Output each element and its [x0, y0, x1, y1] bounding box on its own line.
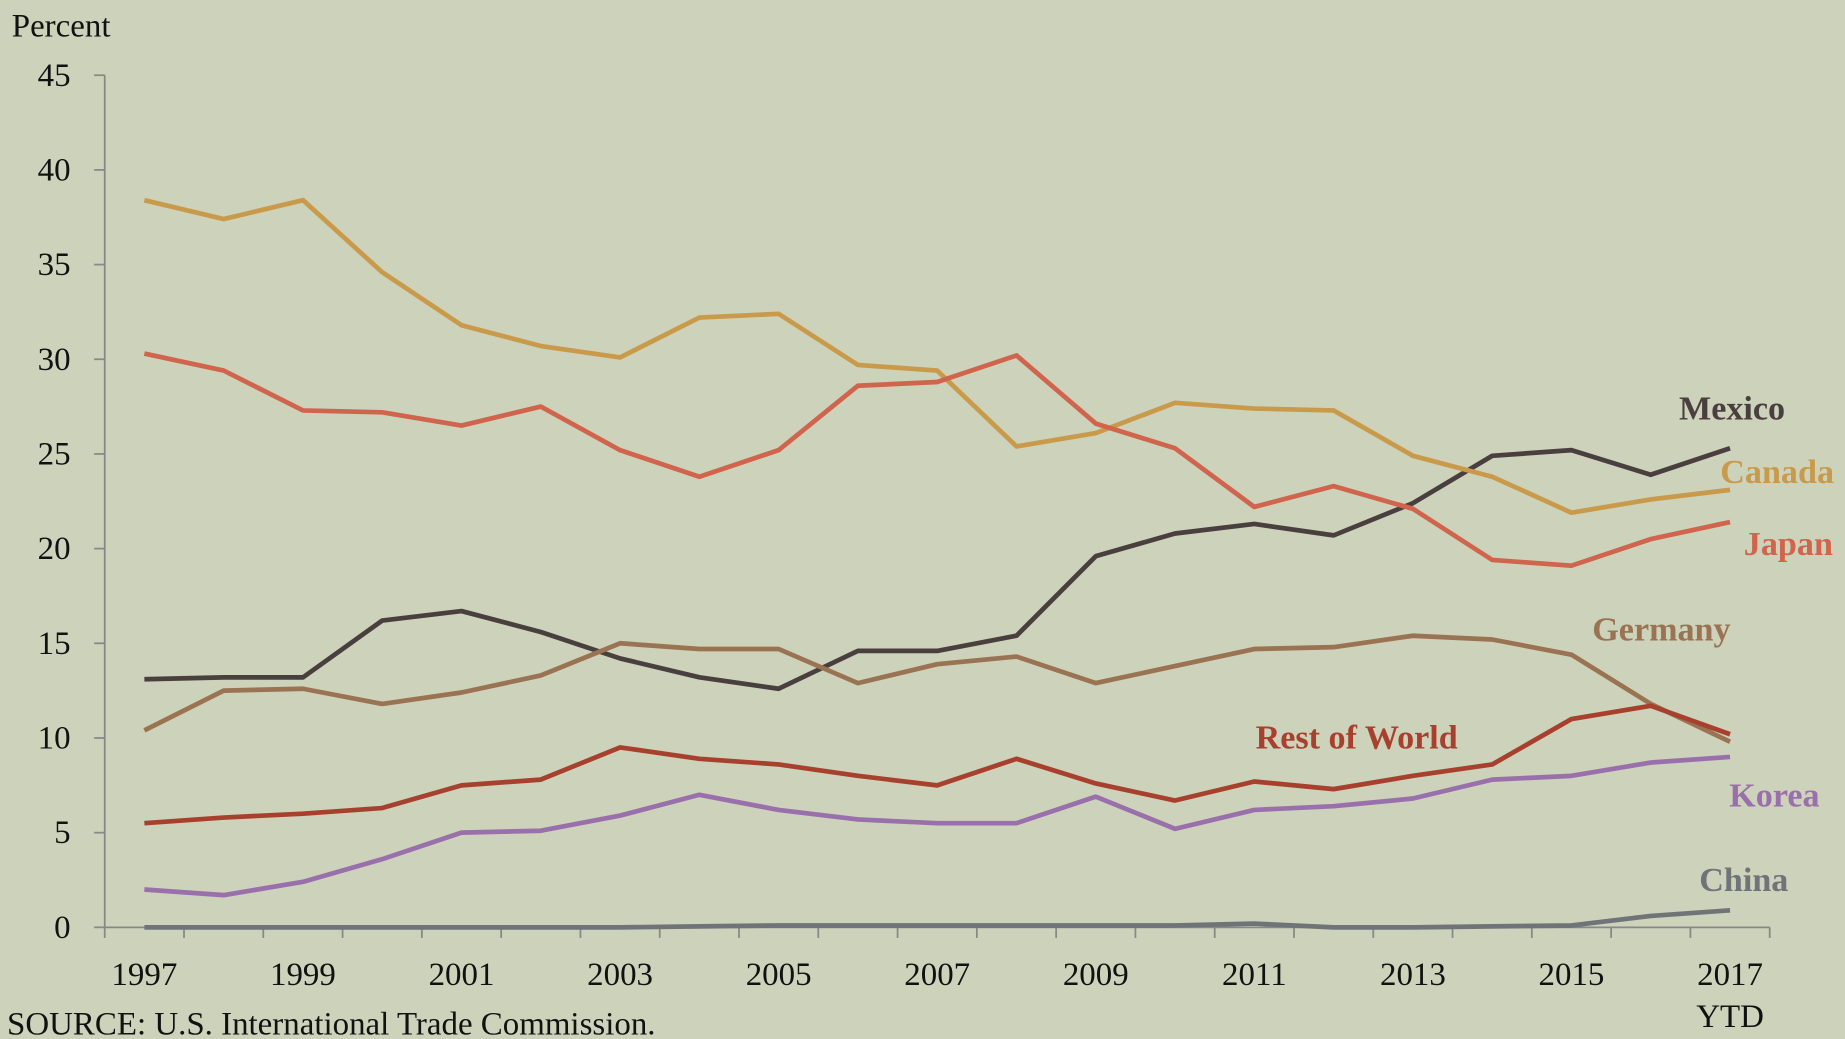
series-label: Rest of World: [1256, 720, 1458, 757]
series-label: Germany: [1592, 612, 1730, 649]
y-tick-label: 0: [54, 910, 70, 946]
y-axis-label: Percent: [12, 8, 111, 44]
x-tick-label-line: YTD: [1696, 999, 1764, 1035]
x-tick-label-line: 2013: [1380, 957, 1446, 993]
series-line: [143, 197, 1731, 516]
x-tick-label: 2005: [746, 957, 812, 993]
series-label: China: [1699, 862, 1788, 899]
source: SOURCE: U.S. International Trade Commiss…: [7, 1006, 655, 1039]
series-line: [143, 351, 1731, 569]
x-tick-label-line: 2015: [1539, 957, 1605, 993]
x-tick-label-line: 2007: [904, 957, 970, 993]
series-label: Canada: [1720, 454, 1834, 491]
y-tick-label: 10: [38, 721, 71, 757]
x-tick-label-line: 2001: [429, 957, 495, 993]
x-tick-label-line: 1999: [270, 957, 336, 993]
series-line: [144, 703, 1731, 826]
y-tick-label: 40: [38, 152, 71, 188]
y-tick-label: 35: [38, 247, 71, 283]
x-tick-label: 1999: [270, 957, 336, 993]
series-label: Korea: [1729, 777, 1819, 814]
x-tick-label: 2003: [587, 957, 653, 993]
x-tick-label-line: 2011: [1222, 957, 1287, 993]
y-tick-label: 15: [38, 626, 71, 662]
x-tick-label-line: 2005: [746, 957, 812, 993]
series-line: [144, 754, 1731, 898]
x-tick-label: 2011: [1222, 957, 1287, 993]
x-tick-label: 2001: [429, 957, 495, 993]
y-tick-label: 25: [38, 437, 71, 473]
x-tick-label-line: 2009: [1063, 957, 1129, 993]
x-tick-label-line: 2003: [587, 957, 653, 993]
series-label: Mexico: [1679, 391, 1785, 428]
series-label: Japan: [1744, 526, 1833, 563]
x-tick-label-line: 2017: [1697, 957, 1763, 993]
series-line: [143, 633, 1732, 744]
series-line: [144, 907, 1731, 930]
x-tick-label: 2017 YTD: [1696, 957, 1764, 1035]
x-tick-label-line: 1997: [111, 957, 177, 993]
x-tick-label: 2009: [1063, 957, 1129, 993]
y-tick-label: 30: [38, 342, 71, 378]
x-tick-label: 2015: [1539, 957, 1605, 993]
x-tick-label: 2007: [904, 957, 970, 993]
x-tick-label: 2013: [1380, 957, 1446, 993]
y-tick-label: 20: [38, 531, 71, 567]
x-tick-label: 1997: [111, 957, 177, 993]
y-tick-label: 5: [54, 815, 70, 851]
y-tick-label: 45: [38, 58, 71, 94]
